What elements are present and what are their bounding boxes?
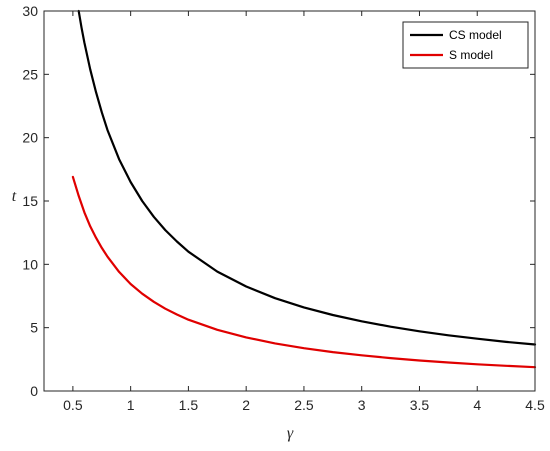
- x-tick-label: 0.5: [63, 397, 83, 413]
- x-axis: 0.5 1 1.5 2 2.5 3 3.5 4 4.5: [63, 11, 545, 413]
- y-tick-label: 25: [22, 66, 38, 82]
- x-tick-label: 3: [358, 397, 366, 413]
- legend-box: [402, 21, 529, 69]
- x-tick-label: 4: [473, 397, 481, 413]
- x-tick-label: 1: [127, 397, 135, 413]
- legend-label: CS model: [449, 28, 502, 42]
- y-tick-label: 5: [30, 320, 38, 336]
- y-tick-label: 0: [30, 383, 38, 399]
- x-tick-label: 3.5: [410, 397, 430, 413]
- legend: CS model S model: [402, 21, 529, 69]
- series-line-0: [77, 9, 537, 346]
- x-axis-label: γ: [287, 425, 294, 442]
- y-tick-label: 10: [22, 256, 38, 272]
- legend-label: S model: [449, 48, 493, 62]
- series-layer: [71, 9, 537, 369]
- y-tick-label: 30: [22, 3, 38, 19]
- x-tick-label: 2.5: [294, 397, 314, 413]
- x-tick-label: 2: [242, 397, 250, 413]
- plot-area: [44, 11, 535, 391]
- series-line-1: [71, 175, 537, 369]
- y-tick-label: 15: [22, 193, 38, 209]
- y-axis: 0 5 10 15 20 25 30: [22, 3, 535, 399]
- x-tick-label: 1.5: [179, 397, 199, 413]
- x-tick-label: 4.5: [525, 397, 545, 413]
- y-axis-label: t: [12, 188, 17, 205]
- y-tick-label: 20: [22, 130, 38, 146]
